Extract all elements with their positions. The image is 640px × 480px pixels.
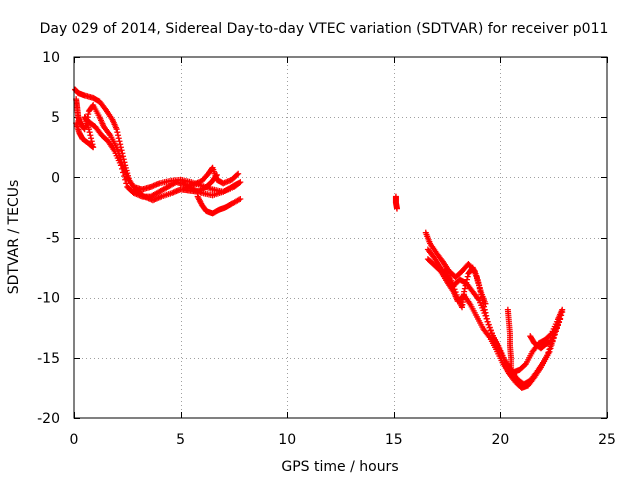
y-tick-label: 5 bbox=[51, 110, 60, 126]
x-axis-label: GPS time / hours bbox=[281, 459, 398, 475]
data-point bbox=[450, 283, 457, 290]
tick-labels: 0 5 10 15 20 25 -20 -15 -10 -5 0 5 10 bbox=[37, 50, 616, 448]
data-point bbox=[461, 285, 468, 292]
data-point bbox=[521, 361, 528, 368]
data-point bbox=[463, 276, 470, 283]
data-point bbox=[484, 318, 491, 325]
data-point bbox=[122, 176, 129, 183]
data-point bbox=[550, 332, 557, 339]
x-tick-label: 5 bbox=[176, 432, 185, 448]
y-tick-label: 10 bbox=[42, 50, 60, 66]
track-9 bbox=[424, 256, 564, 391]
track-12 bbox=[527, 321, 561, 352]
data-point bbox=[88, 135, 95, 142]
data-point bbox=[551, 329, 558, 336]
data-point bbox=[120, 153, 127, 160]
data-point bbox=[449, 280, 456, 287]
x-tick-label: 15 bbox=[385, 432, 403, 448]
data-point bbox=[393, 205, 400, 212]
data-point bbox=[485, 321, 492, 328]
data-point bbox=[487, 327, 494, 334]
data-points bbox=[72, 86, 566, 391]
data-point bbox=[508, 366, 515, 373]
y-tick-label: -15 bbox=[37, 351, 60, 367]
data-point bbox=[463, 279, 470, 286]
data-point bbox=[85, 111, 92, 118]
data-point bbox=[453, 291, 460, 298]
plot-frame bbox=[73, 56, 608, 419]
track-11 bbox=[504, 306, 515, 373]
data-point bbox=[545, 349, 552, 356]
y-tick-label: -10 bbox=[37, 291, 60, 307]
grid-lines bbox=[74, 57, 607, 418]
data-point bbox=[486, 324, 493, 331]
chart-title: Day 029 of 2014, Sidereal Day-to-day VTE… bbox=[40, 21, 609, 37]
data-point bbox=[86, 129, 93, 136]
track-5 bbox=[181, 164, 242, 192]
track-3 bbox=[73, 114, 244, 200]
data-point bbox=[482, 300, 489, 307]
data-point bbox=[236, 179, 243, 186]
data-point bbox=[451, 286, 458, 293]
data-point bbox=[120, 169, 127, 176]
data-point bbox=[117, 141, 124, 148]
track-7 bbox=[422, 229, 566, 376]
data-point bbox=[235, 170, 242, 177]
x-tick-label: 20 bbox=[491, 432, 509, 448]
data-point bbox=[452, 289, 459, 296]
data-point bbox=[546, 346, 553, 353]
data-point bbox=[462, 282, 469, 289]
data-point bbox=[544, 352, 551, 359]
data-point bbox=[115, 132, 122, 139]
x-tick-label: 0 bbox=[70, 432, 79, 448]
x-tick-label: 10 bbox=[278, 432, 296, 448]
data-point bbox=[553, 323, 560, 330]
data-point bbox=[448, 277, 455, 284]
track-10 bbox=[441, 264, 489, 311]
data-point bbox=[482, 312, 489, 319]
data-point bbox=[557, 316, 564, 323]
data-point bbox=[123, 180, 130, 187]
data-point bbox=[552, 326, 559, 333]
data-point bbox=[234, 171, 241, 178]
track-6 bbox=[392, 193, 400, 212]
data-point bbox=[115, 135, 122, 142]
data-point bbox=[118, 165, 125, 172]
y-tick-label: -20 bbox=[37, 411, 60, 427]
data-point bbox=[89, 141, 96, 148]
data-point bbox=[90, 144, 97, 151]
data-point bbox=[549, 335, 556, 342]
data-point bbox=[464, 273, 471, 280]
data-point bbox=[237, 179, 244, 186]
y-tick-label: 0 bbox=[51, 170, 60, 186]
track-4 bbox=[194, 193, 244, 217]
data-point bbox=[461, 288, 468, 295]
y-axis-label: SDTVAR / TECUs bbox=[6, 180, 22, 295]
data-point bbox=[483, 315, 490, 322]
data-point bbox=[116, 138, 123, 145]
data-point bbox=[558, 312, 565, 319]
x-tick-label: 25 bbox=[598, 432, 616, 448]
data-point bbox=[548, 337, 555, 344]
data-point bbox=[117, 162, 124, 169]
data-point bbox=[88, 138, 95, 145]
data-point bbox=[554, 321, 561, 328]
data-point bbox=[237, 195, 244, 202]
data-point bbox=[118, 147, 125, 154]
data-point bbox=[87, 132, 94, 139]
data-point bbox=[113, 126, 120, 133]
y-tick-label: -5 bbox=[46, 231, 60, 247]
data-point bbox=[559, 309, 566, 316]
data-point bbox=[114, 129, 121, 136]
data-point bbox=[121, 173, 128, 180]
